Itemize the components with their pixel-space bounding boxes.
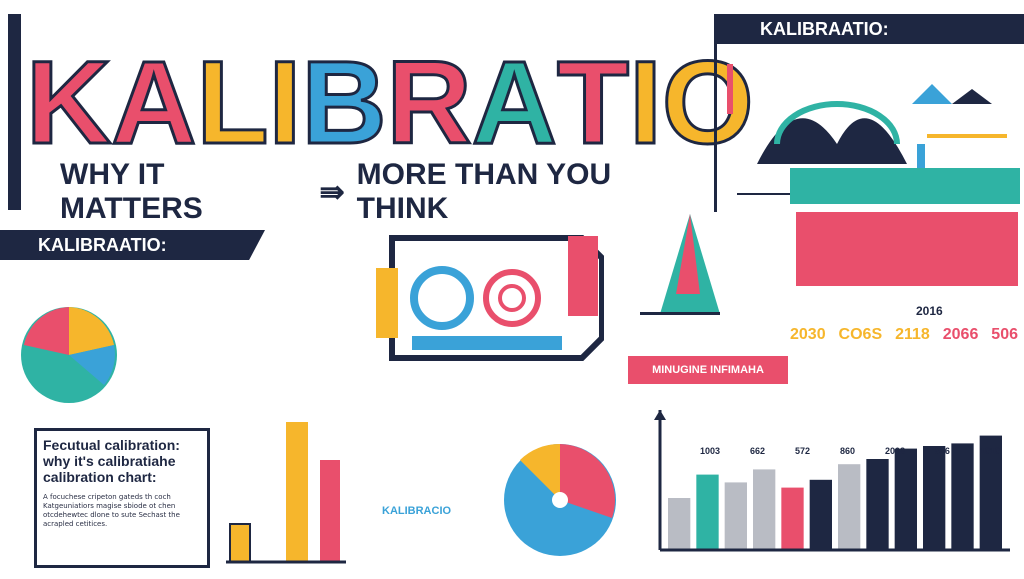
right-banner: MINUGINE INFIMAHA — [628, 356, 788, 384]
bars-group — [668, 435, 1002, 550]
center-diagram — [372, 228, 605, 368]
chart-bar — [809, 479, 832, 550]
right-banner-text: MINUGINE INFIMAHA — [652, 364, 764, 376]
main-bar-chart — [654, 410, 1010, 552]
chart-bar — [894, 448, 917, 550]
hero-letter: A — [470, 37, 558, 169]
chart-bar — [724, 482, 747, 550]
hero-letter: R — [385, 37, 473, 169]
left-card: Fecutual calibration: why it's calibrati… — [34, 428, 210, 568]
hero-letter: T — [555, 37, 630, 169]
hero-letter: B — [300, 37, 388, 169]
curve-diagram — [727, 64, 1007, 195]
hero-title: K A L I B R A T I O — [24, 22, 755, 169]
bar-label: 2008 — [884, 446, 905, 456]
top-right-panel — [714, 44, 1017, 212]
triangle-graphic — [640, 214, 720, 315]
right-number: 506 — [991, 326, 1018, 343]
chart-bar — [753, 469, 776, 550]
hero-letter: A — [110, 37, 198, 169]
left-banner-text: KALIBRAATIO: — [38, 234, 167, 255]
bar-label: 662 — [749, 446, 766, 456]
bar-labels-row: 1003 662 572 860 2008 816 1010 — [700, 446, 1000, 466]
mid-logo-text: KALIBRACIO — [382, 505, 452, 517]
chart-bar — [668, 498, 691, 550]
left-pie-chart — [21, 307, 117, 403]
hero-letter: K — [24, 37, 112, 169]
hero-subtitle: WHY IT MATTERS ⇛ MORE THAN YOU THINK — [60, 158, 700, 225]
chart-bar — [696, 474, 719, 550]
chart-bar — [923, 446, 946, 550]
left-card-body: A focuchese cripeton gateds th coch Katg… — [43, 493, 180, 528]
chart-bar — [979, 435, 1002, 550]
badge-text: KALIBRAATIO: — [760, 18, 889, 39]
left-accent-bar — [8, 14, 21, 210]
right-year: 2016 — [916, 304, 943, 318]
bar-label: 816 — [934, 446, 950, 456]
left-banner: KALIBRAATIO: — [0, 230, 265, 260]
bar-label: 1010 — [979, 446, 1000, 456]
hero-letter: L — [195, 37, 270, 169]
bar-label: 572 — [794, 446, 810, 456]
chart-bar — [866, 459, 889, 550]
bar-label: 1003 — [700, 446, 721, 456]
chart-bar — [781, 487, 804, 550]
right-numbers-row: 2030 CO6S 2118 2066 506 — [790, 322, 1018, 348]
hero-letter: I — [267, 37, 303, 169]
right-number: CO6S — [838, 326, 883, 343]
chart-bar — [951, 443, 974, 550]
right-number: 2066 — [942, 326, 979, 343]
teal-ribbon — [790, 168, 1020, 204]
mid-bar-chart — [226, 422, 346, 564]
hero-letter: I — [628, 37, 664, 169]
arrow-icon: ⇛ — [319, 175, 345, 209]
hero-letter: O — [660, 37, 755, 169]
subtitle-right: MORE THAN YOU THINK — [356, 158, 612, 225]
right-number: 2030 — [790, 326, 826, 343]
center-pie-chart — [504, 443, 616, 556]
chart-bar — [838, 464, 861, 550]
right-pink-panel — [796, 212, 1018, 286]
left-card-header: Fecutual calibration: why it's calibrati… — [43, 437, 180, 485]
right-number: 2118 — [895, 326, 930, 343]
top-right-badge: KALIBRAATIO: — [714, 14, 1024, 44]
subtitle-left: WHY IT MATTERS — [60, 158, 203, 225]
bar-label: 860 — [839, 446, 855, 456]
